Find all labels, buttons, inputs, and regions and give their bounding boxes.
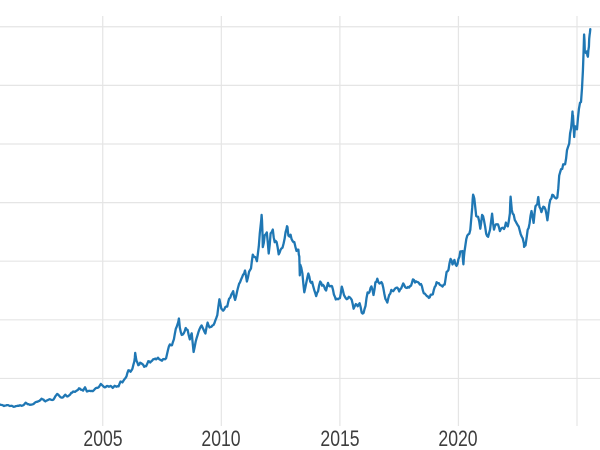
gridlines [0,16,600,426]
price-line-series [0,27,592,408]
